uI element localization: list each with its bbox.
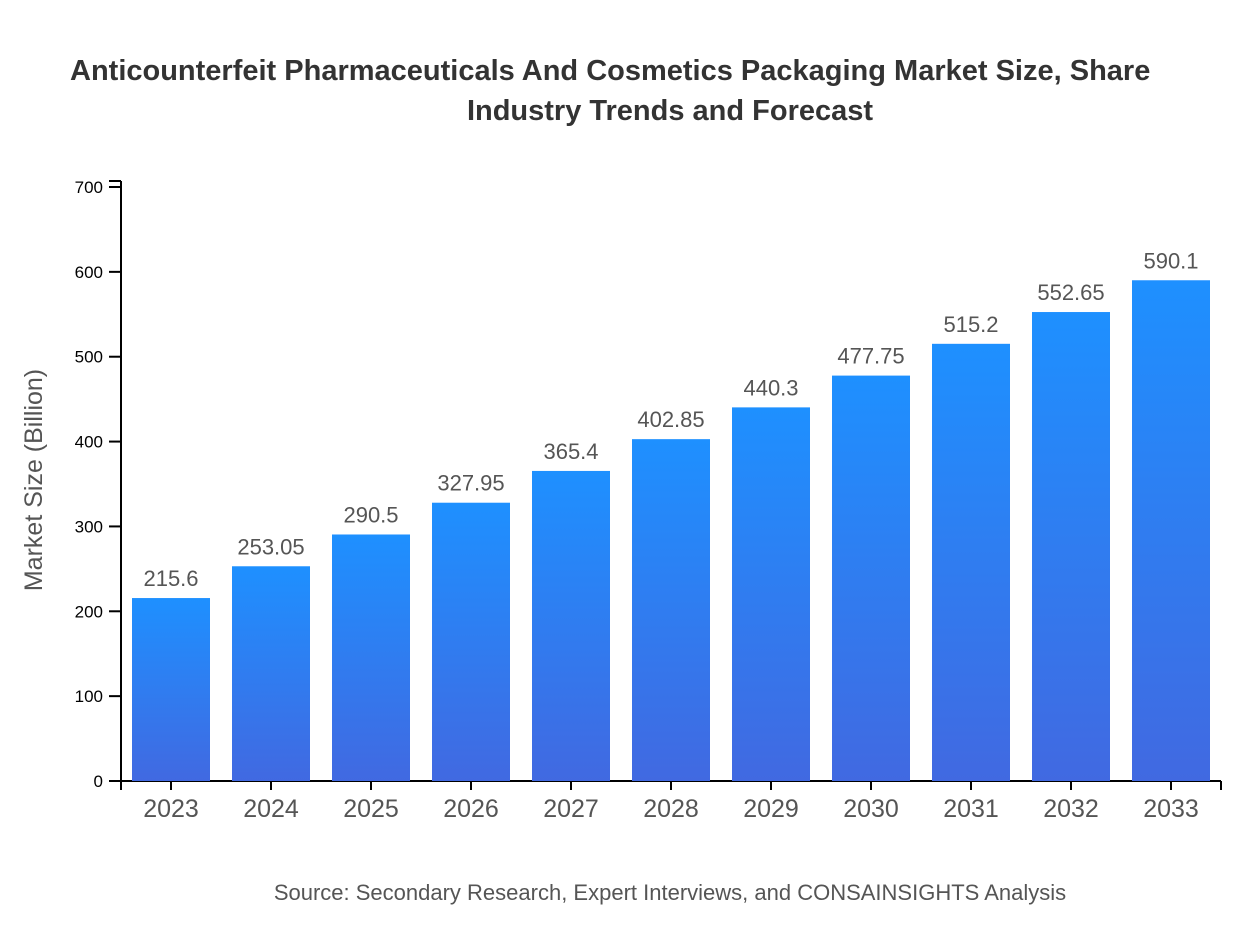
bar-2024 [232, 566, 310, 781]
bar-2025 [332, 534, 410, 781]
bar-2031 [932, 343, 1010, 781]
bar-2027 [532, 470, 610, 781]
y-axis-label: Market Size (Billion) [20, 369, 48, 591]
bar-2029 [732, 407, 810, 781]
x-tick-label: 2026 [443, 795, 499, 823]
bar-2028 [632, 439, 710, 781]
x-tick-label: 2024 [243, 795, 299, 823]
y-axis: 0 100 200 300 400 500 600 700 [75, 178, 122, 791]
y-tick-label: 100 [75, 687, 103, 706]
data-label-2029: 440.3 [743, 375, 798, 400]
x-tick-label: 2029 [743, 795, 799, 823]
data-label-2030: 477.75 [837, 344, 904, 369]
y-tick-label: 200 [75, 602, 103, 621]
y-tick-label: 0 [94, 772, 103, 791]
data-label-2031: 515.2 [943, 312, 998, 337]
data-label-2027: 365.4 [543, 439, 598, 464]
x-tick-label: 2027 [543, 795, 599, 823]
data-label-2025: 290.5 [343, 502, 398, 527]
data-label-2024: 253.05 [237, 534, 304, 559]
y-tick-label: 400 [75, 433, 103, 452]
x-tick-label: 2028 [643, 795, 699, 823]
bar-2030 [832, 375, 910, 781]
data-label-2032: 552.65 [1037, 280, 1104, 305]
bar-2032 [1032, 312, 1110, 781]
y-tick-label: 700 [75, 178, 103, 197]
chart-title-line-1: Anticounterfeit Pharmaceuticals And Cosm… [70, 55, 1150, 87]
data-label-2026: 327.95 [437, 471, 504, 496]
x-tick-label: 2023 [143, 795, 199, 823]
bar-2033 [1132, 280, 1210, 781]
bar-2023 [132, 598, 210, 781]
chart-title-line-2: Industry Trends and Forecast [467, 95, 873, 127]
data-label-2028: 402.85 [637, 407, 704, 432]
y-tick-label: 300 [75, 517, 103, 536]
data-label-2033: 590.1 [1143, 248, 1198, 273]
x-tick-label: 2033 [1143, 795, 1199, 823]
y-tick-label: 600 [75, 263, 103, 282]
data-label-2023: 215.6 [143, 566, 198, 591]
x-axis: 2023 2024 2025 2026 2027 2028 2029 2030 2031 2032… [120, 780, 1222, 823]
source-note: Source: Secondary Research, Expert Inter… [274, 880, 1066, 905]
bar-2026 [432, 502, 510, 781]
x-tick-label: 2030 [843, 795, 899, 823]
bars: 215.6 253.05 290.5 327.95 365.4 402.85 440.3 47… [132, 248, 1210, 781]
x-tick-label: 2031 [943, 795, 999, 823]
y-tick-label: 500 [75, 348, 103, 367]
x-tick-label: 2032 [1043, 795, 1099, 823]
x-tick-label: 2025 [343, 795, 399, 823]
